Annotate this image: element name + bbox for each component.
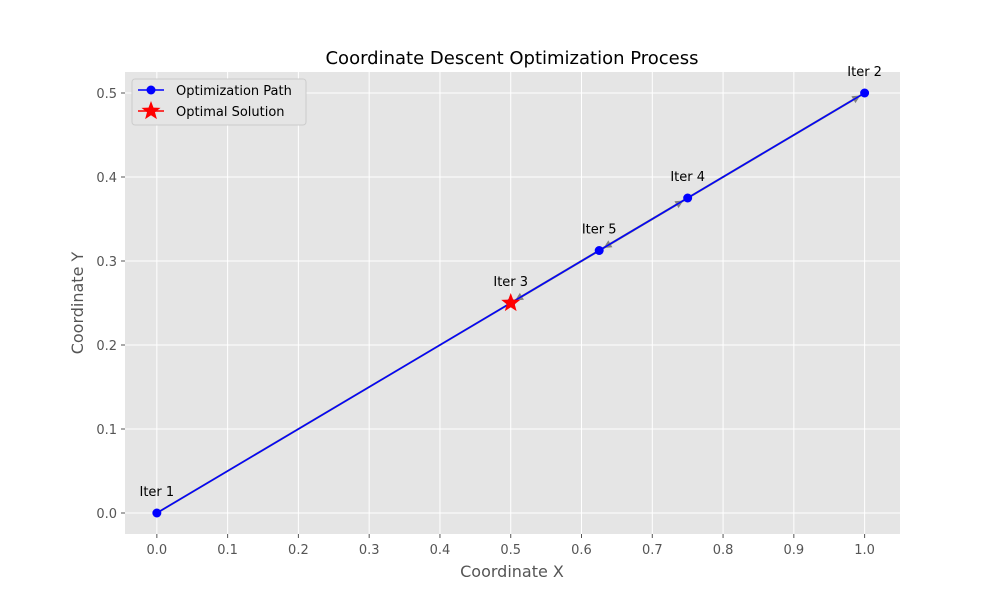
- x-axis-label: Coordinate X: [460, 562, 564, 581]
- iteration-label: Iter 3: [493, 275, 528, 290]
- legend-marker-optimal-solution: [141, 101, 161, 120]
- legend-label-optimal-solution: Optimal Solution: [176, 105, 285, 120]
- y-tick-label: 0.4: [96, 171, 117, 186]
- grid: [125, 72, 900, 534]
- iteration-annotations: Iter 1 Iter 2 Iter 3 Iter 4 Iter 5: [140, 65, 882, 500]
- x-tick-label: 0.9: [783, 543, 804, 558]
- chart-title: Coordinate Descent Optimization Process: [325, 48, 698, 69]
- iteration-label: Iter 1: [140, 485, 175, 500]
- x-tick-label: 0.8: [713, 543, 734, 558]
- legend: Optimization Path Optimal Solution: [131, 78, 307, 126]
- legend-marker-optimization-path: [146, 85, 156, 95]
- y-tick-label: 0.5: [96, 87, 117, 102]
- legend-label-optimization-path: Optimization Path: [176, 84, 292, 99]
- y-tick-label: 0.1: [96, 423, 117, 438]
- iteration-label: Iter 2: [847, 65, 882, 80]
- iteration-label: Iter 4: [670, 170, 705, 185]
- x-tick-label: 0.4: [430, 543, 451, 558]
- optimization-path-point: [683, 193, 693, 203]
- x-tick-label: 0.6: [571, 543, 592, 558]
- x-tick-label: 0.7: [642, 543, 663, 558]
- optimization-path-point: [860, 88, 870, 98]
- optimal-solution-marker: [501, 293, 521, 312]
- x-tick-label: 0.2: [288, 543, 309, 558]
- y-axis-label: Coordinate Y: [68, 251, 87, 354]
- x-ticks: 0.0 0.1 0.2 0.3 0.4 0.5 0.6 0.7 0.8 0.9 1.0: [147, 534, 875, 558]
- x-tick-label: 0.1: [217, 543, 238, 558]
- y-tick-label: 0.3: [96, 255, 117, 270]
- x-tick-label: 1.0: [854, 543, 875, 558]
- data-markers: [152, 88, 870, 518]
- x-tick-label: 0.3: [359, 543, 380, 558]
- x-tick-label: 0.5: [500, 543, 521, 558]
- y-tick-label: 0.2: [96, 339, 117, 354]
- optimization-path-point: [152, 508, 162, 518]
- y-ticks: 0.0 0.1 0.2 0.3 0.4 0.5: [96, 87, 125, 522]
- y-tick-label: 0.0: [96, 507, 117, 522]
- optimization-path-point: [594, 246, 604, 255]
- legend-box: [131, 78, 307, 126]
- iteration-label: Iter 5: [582, 223, 617, 238]
- x-tick-label: 0.0: [147, 543, 168, 558]
